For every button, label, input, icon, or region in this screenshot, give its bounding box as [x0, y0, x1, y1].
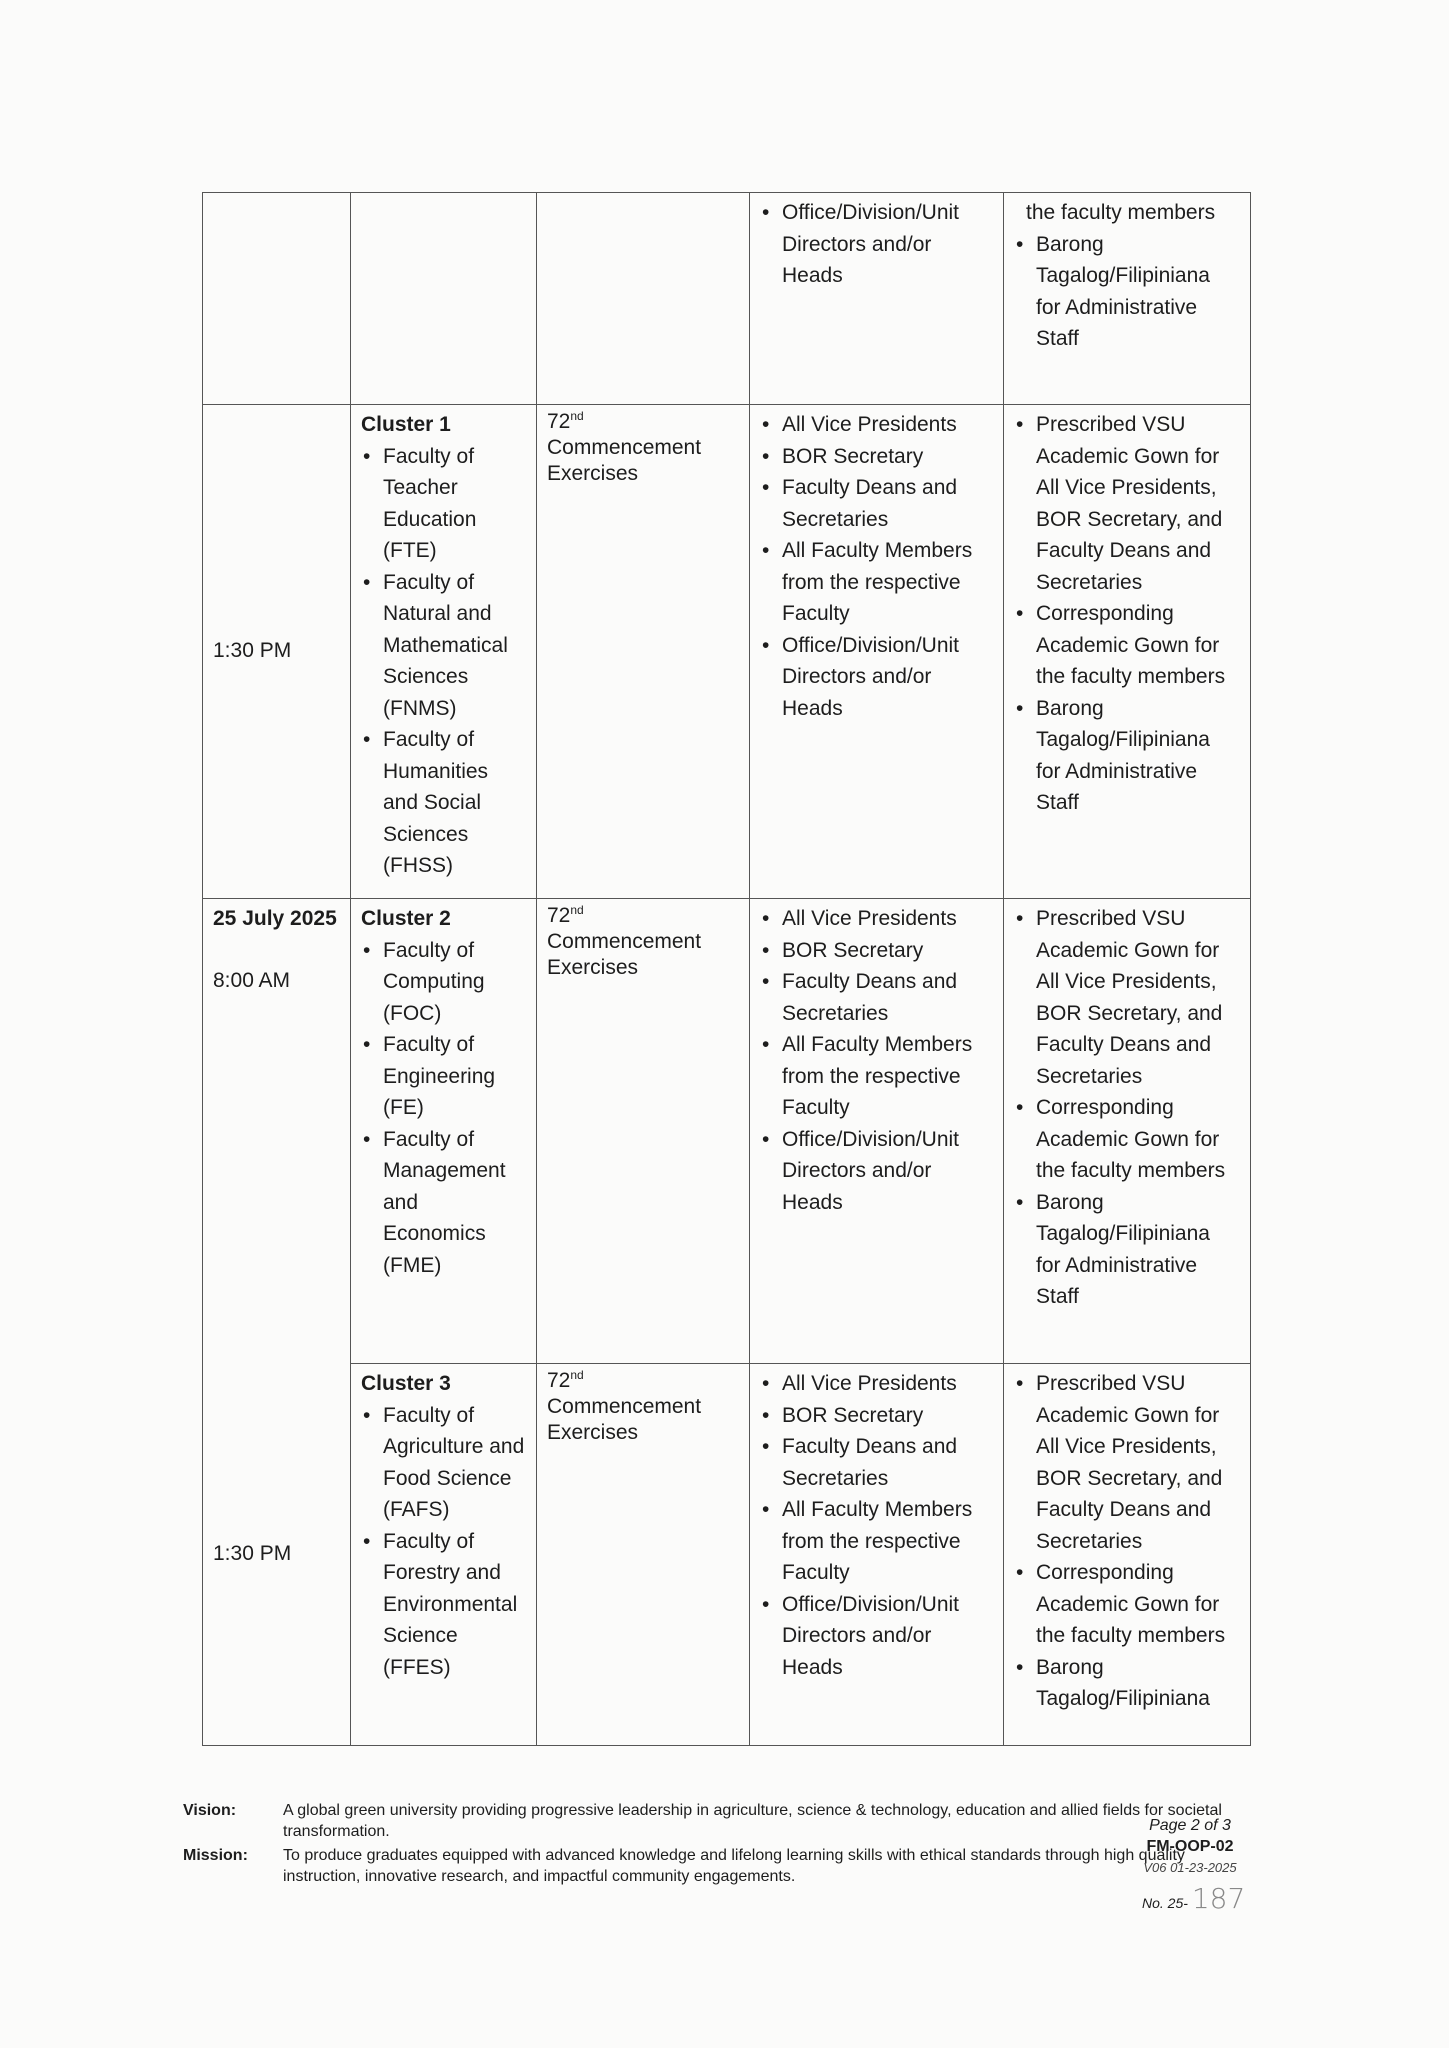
list-item: Office/Division/Unit Directors and/or He… — [760, 1589, 993, 1684]
event-number: 72 — [547, 410, 571, 433]
cluster-cell: Cluster 3 Faculty of Agriculture and Food… — [350, 1363, 537, 1746]
table-row: Office/Division/Unit Directors and/or He… — [202, 192, 1251, 405]
event-number: 72 — [547, 1369, 571, 1392]
list-item: Barong Tagalog/Filipiniana for Administr… — [1014, 693, 1240, 819]
vision-label: Vision: — [183, 1802, 237, 1819]
list-item: Faculty of Agriculture and Food Science … — [361, 1400, 526, 1526]
list-item: All Vice Presidents — [760, 1368, 993, 1400]
number-label: No. 25- — [1142, 1895, 1188, 1911]
event-suffix: nd — [570, 409, 584, 423]
list-item: Faculty of Engineering (FE) — [361, 1029, 526, 1124]
mission-text: To produce graduates equipped with advan… — [283, 1847, 1185, 1885]
list-item: Prescribed VSU Academic Gown for All Vic… — [1014, 903, 1240, 1092]
attire-cell: the faculty members Barong Tagalog/Filipi… — [1003, 192, 1251, 405]
cluster-cell: Cluster 2Faculty of Computing (FOC)Facul… — [350, 898, 537, 1364]
event-cell: 72nd Commencement Exercises — [536, 404, 750, 899]
list-item: All Faculty Members from the respective … — [760, 1029, 993, 1124]
list-item: All Faculty Members from the respective … — [760, 1494, 993, 1589]
list-item: Faculty Deans and Secretaries — [760, 1431, 993, 1494]
list-item: Corresponding Academic Gown for the facu… — [1014, 598, 1240, 693]
time-cell: 1:30 PM — [202, 1363, 351, 1746]
mission-label: Mission: — [183, 1847, 248, 1864]
table-row: 1:30 PM Cluster 3 Faculty of Agriculture … — [202, 1363, 1251, 1746]
schedule-table: Office/Division/Unit Directors and/or He… — [202, 192, 1251, 1746]
form-info: Page 2 of 3 FM-OOP-02 V06 01-23-2025 — [1130, 1815, 1250, 1878]
attendees-cell: Office/Division/Unit Directors and/or He… — [749, 192, 1004, 405]
list-item: Office/Division/Unit Directors and/or He… — [760, 1124, 993, 1219]
time-cell: 1:30 PM — [202, 404, 351, 899]
list-item: Prescribed VSU Academic Gown for All Vic… — [1014, 409, 1240, 598]
event-number: 72 — [547, 904, 571, 927]
list-item: Faculty of Teacher Education (FTE) — [361, 441, 526, 567]
table-row: 1:30 PM Cluster 1 Faculty of Teacher Educ… — [202, 404, 1251, 899]
event-cell: 72nd Commencement Exercises — [536, 1363, 750, 1746]
list-item: Faculty of Humanities and Social Science… — [361, 724, 526, 882]
list-item: BOR Secretary — [760, 935, 993, 967]
handwritten-number: 187 — [1191, 1882, 1246, 1915]
list-item: Faculty of Natural and Mathematical Scie… — [361, 567, 526, 725]
table-row: 25 July 2025 8:00 AM Cluster 2 Faculty of … — [202, 898, 1251, 1364]
list-item: Faculty of Management and Economics (FME… — [361, 1124, 526, 1282]
list-item: All Vice Presidents — [760, 409, 993, 441]
list-item: BOR Secretary — [760, 1400, 993, 1432]
date: 25 July 2025 — [213, 907, 337, 930]
time: 8:00 AM — [213, 968, 291, 992]
cluster-title: Cluster 3 — [361, 1372, 451, 1395]
event-suffix: nd — [570, 1368, 584, 1382]
list-item: Barong Tagalog/Filipiniana — [1014, 1652, 1240, 1715]
cluster-cell: Cluster 1 Faculty of Teacher Education (F… — [350, 404, 537, 899]
attendees-cell: All Vice PresidentsBOR SecretaryFaculty … — [749, 898, 1004, 1364]
time: 1:30 PM — [213, 638, 292, 662]
attire-cell: Prescribed VSU Academic Gown for All Vic… — [1003, 404, 1251, 899]
list-item: Office/Division/Unit Directors and/or He… — [760, 197, 993, 292]
vision-text: A global green university providing prog… — [283, 1802, 1222, 1840]
event-cell — [536, 192, 750, 405]
attire-cell: Prescribed VSU Academic Gown for All Vic… — [1003, 898, 1251, 1364]
attire-cell: Prescribed VSU Academic Gown for All Vic… — [1003, 1363, 1251, 1746]
list-item: Faculty of Forestry and Environmental Sc… — [361, 1526, 526, 1684]
time-cell — [202, 192, 351, 405]
form-version: V06 01-23-2025 — [1143, 1860, 1237, 1875]
list-item: Faculty Deans and Secretaries — [760, 966, 993, 1029]
event-name: Commencement Exercises — [547, 930, 702, 979]
list-item: All Faculty Members from the respective … — [760, 535, 993, 630]
attendees-cell: All Vice PresidentsBOR SecretaryFaculty … — [749, 1363, 1004, 1746]
cluster-title: Cluster 1 — [361, 413, 451, 436]
time: 1:30 PM — [213, 1541, 292, 1565]
document-number: No. 25- 187 — [1142, 1882, 1245, 1915]
event-cell: 72nd Commencement Exercises — [536, 898, 750, 1364]
list-item: Corresponding Academic Gown for the facu… — [1014, 1092, 1240, 1187]
attendees-cell: All Vice PresidentsBOR SecretaryFaculty … — [749, 404, 1004, 899]
list-item: Faculty of Computing (FOC) — [361, 935, 526, 1030]
list-item: Faculty Deans and Secretaries — [760, 472, 993, 535]
event-suffix: nd — [570, 903, 584, 917]
event-name: Commencement Exercises — [547, 1395, 702, 1444]
list-item: Prescribed VSU Academic Gown for All Vic… — [1014, 1368, 1240, 1557]
list-item: All Vice Presidents — [760, 903, 993, 935]
list-item: Office/Division/Unit Directors and/or He… — [760, 630, 993, 725]
cluster-title: Cluster 2 — [361, 907, 451, 930]
event-name: Commencement Exercises — [547, 436, 702, 485]
time-cell: 25 July 2025 8:00 AM — [202, 898, 351, 1364]
list-item: BOR Secretary — [760, 441, 993, 473]
attire-continued: the faculty members — [1026, 201, 1216, 224]
list-item: Barong Tagalog/Filipiniana for Administr… — [1014, 229, 1240, 355]
page-number: Page 2 of 3 — [1149, 1817, 1231, 1834]
cluster-cell — [350, 192, 537, 405]
form-code: FM-OOP-02 — [1146, 1838, 1234, 1855]
list-item: Barong Tagalog/Filipiniana for Administr… — [1014, 1187, 1240, 1313]
list-item: Corresponding Academic Gown for the facu… — [1014, 1557, 1240, 1652]
